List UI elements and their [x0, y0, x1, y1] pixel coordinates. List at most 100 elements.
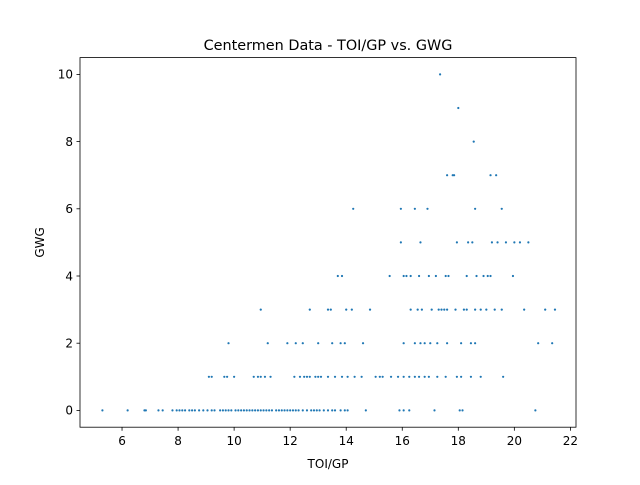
data-point — [202, 409, 205, 412]
data-point — [336, 274, 339, 278]
data-point — [262, 409, 265, 412]
data-point — [340, 375, 344, 378]
data-point — [178, 409, 181, 412]
data-point — [460, 375, 463, 378]
data-point — [537, 342, 540, 345]
data-point — [207, 375, 210, 378]
data-point — [183, 409, 187, 412]
data-point — [496, 241, 499, 244]
data-point — [333, 375, 337, 378]
data-point — [474, 207, 477, 210]
data-point — [479, 375, 482, 378]
data-point — [465, 274, 468, 278]
data-point — [551, 342, 554, 345]
data-point — [227, 409, 230, 412]
data-point — [305, 409, 309, 412]
data-point — [259, 308, 262, 311]
data-point — [314, 375, 317, 378]
data-point — [467, 241, 470, 244]
data-point — [157, 409, 160, 412]
data-point — [423, 375, 426, 378]
data-point — [339, 409, 342, 412]
data-point — [291, 409, 295, 412]
data-point — [346, 375, 349, 378]
data-point — [326, 375, 330, 378]
x-axis: 6 8 10 12 14 16 18 20 22 — [118, 427, 578, 448]
data-point — [361, 342, 365, 345]
data-point — [318, 409, 321, 412]
data-point — [346, 409, 349, 412]
data-point — [396, 375, 400, 378]
data-point — [256, 409, 260, 412]
x-tick-label: 6 — [118, 434, 126, 448]
data-point — [269, 375, 272, 378]
data-point — [460, 342, 463, 345]
data-point — [453, 174, 456, 177]
data-point — [438, 73, 442, 76]
data-point — [364, 409, 367, 412]
data-point — [193, 409, 196, 412]
data-point — [378, 375, 381, 378]
data-point — [430, 308, 433, 311]
data-point — [469, 342, 473, 345]
data-point — [343, 342, 346, 345]
data-point — [227, 342, 230, 345]
data-point — [303, 375, 306, 378]
data-point — [329, 308, 332, 311]
x-tick-label: 10 — [226, 434, 241, 448]
data-point — [315, 409, 318, 412]
data-point — [423, 342, 426, 345]
data-point — [294, 409, 297, 412]
x-tick-label: 22 — [563, 434, 578, 448]
data-point — [297, 409, 300, 412]
y-tick-label: 10 — [58, 68, 73, 82]
data-point — [144, 409, 147, 412]
data-point — [210, 375, 213, 378]
data-point — [293, 375, 296, 378]
data-point — [224, 409, 227, 412]
data-point — [353, 375, 356, 378]
data-point — [474, 342, 477, 345]
data-point — [352, 207, 355, 210]
data-point — [360, 375, 363, 378]
data-point — [312, 409, 316, 412]
data-point — [427, 274, 430, 278]
data-point — [413, 342, 416, 345]
data-point — [266, 342, 269, 345]
data-point — [446, 342, 449, 345]
data-point — [175, 409, 178, 412]
data-point — [286, 342, 289, 345]
data-point — [485, 308, 488, 311]
data-point — [457, 106, 460, 110]
data-point — [408, 375, 411, 378]
data-point — [226, 375, 229, 378]
data-point — [234, 409, 237, 412]
data-point — [471, 241, 474, 244]
x-axis-label: TOI/GP — [307, 457, 349, 471]
data-point — [259, 409, 262, 412]
data-point — [426, 207, 429, 210]
data-point — [490, 241, 494, 244]
data-point — [489, 274, 492, 278]
data-point — [206, 409, 209, 412]
data-point — [171, 409, 174, 412]
data-point — [389, 375, 393, 378]
data-point — [553, 308, 557, 311]
data-point — [500, 308, 503, 311]
x-tick-label: 20 — [507, 434, 522, 448]
data-point — [331, 409, 334, 412]
data-point — [221, 409, 225, 412]
data-point — [242, 409, 246, 412]
data-point — [408, 409, 411, 412]
data-point — [305, 375, 309, 378]
data-point — [455, 375, 458, 378]
data-point — [233, 375, 236, 378]
data-point — [402, 409, 405, 412]
data-point — [161, 409, 164, 412]
data-point — [474, 308, 477, 311]
data-point — [405, 274, 408, 278]
data-point — [310, 409, 313, 412]
data-point — [181, 409, 184, 412]
data-point — [289, 409, 292, 412]
